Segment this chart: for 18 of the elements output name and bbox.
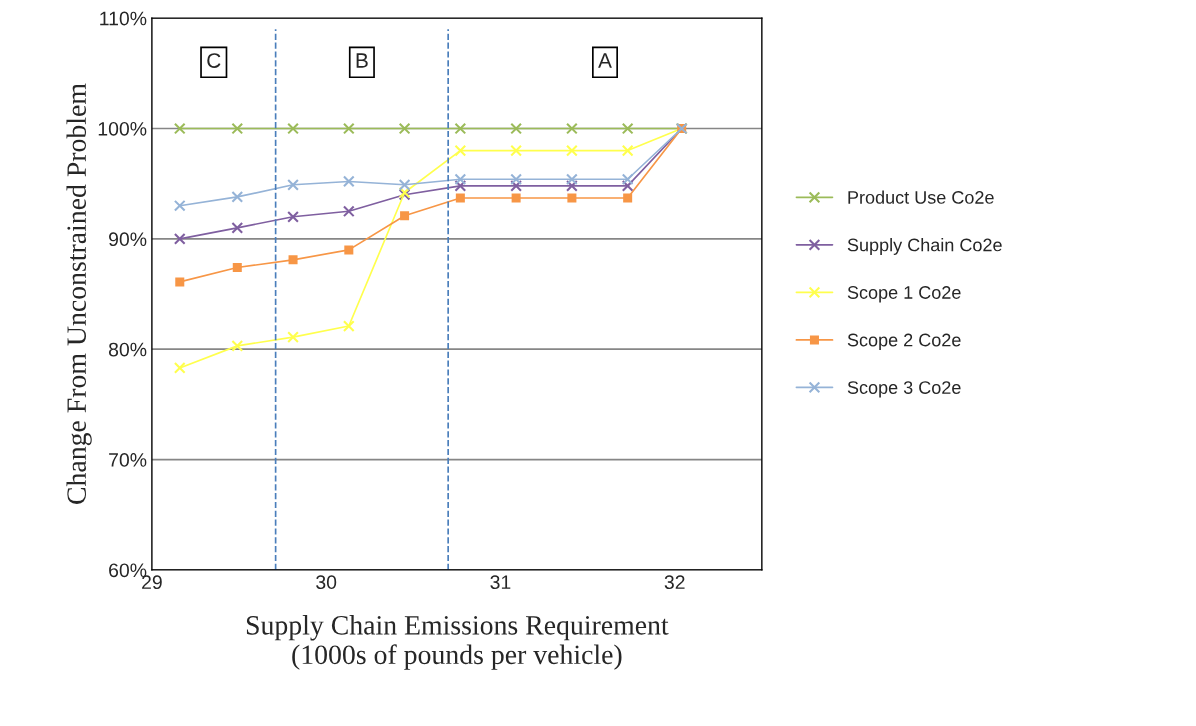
- y-tick-label: 100%: [98, 121, 147, 136]
- x-axis-title: Supply Chain Emissions Requirement (1000s of pounds per vehicle): [246, 615, 669, 670]
- annotation: C: [207, 53, 221, 68]
- y-tick-label: 80%: [108, 342, 147, 357]
- legend-label: Scope 2 Co2e: [847, 333, 961, 350]
- y-tick-label: 70%: [109, 453, 147, 467]
- legend-label: Scope 3 Co2e: [847, 381, 961, 398]
- x-tick-label: 31: [490, 575, 511, 590]
- legend-label: Scope 1 Co2e: [847, 286, 961, 303]
- annotation: A: [598, 53, 612, 68]
- y-tick-label: 90%: [109, 232, 147, 247]
- y-axis-title: Change From Unconstrained Problem: [66, 83, 92, 504]
- legend-label: Supply Chain Co2e: [847, 238, 1002, 255]
- x-tick-label: 30: [316, 575, 337, 590]
- legend-label: Product Use Co2e: [848, 190, 994, 204]
- annotation: B: [356, 53, 368, 68]
- y-tick-label: 110%: [100, 11, 147, 26]
- x-tick-label: 32: [664, 575, 685, 590]
